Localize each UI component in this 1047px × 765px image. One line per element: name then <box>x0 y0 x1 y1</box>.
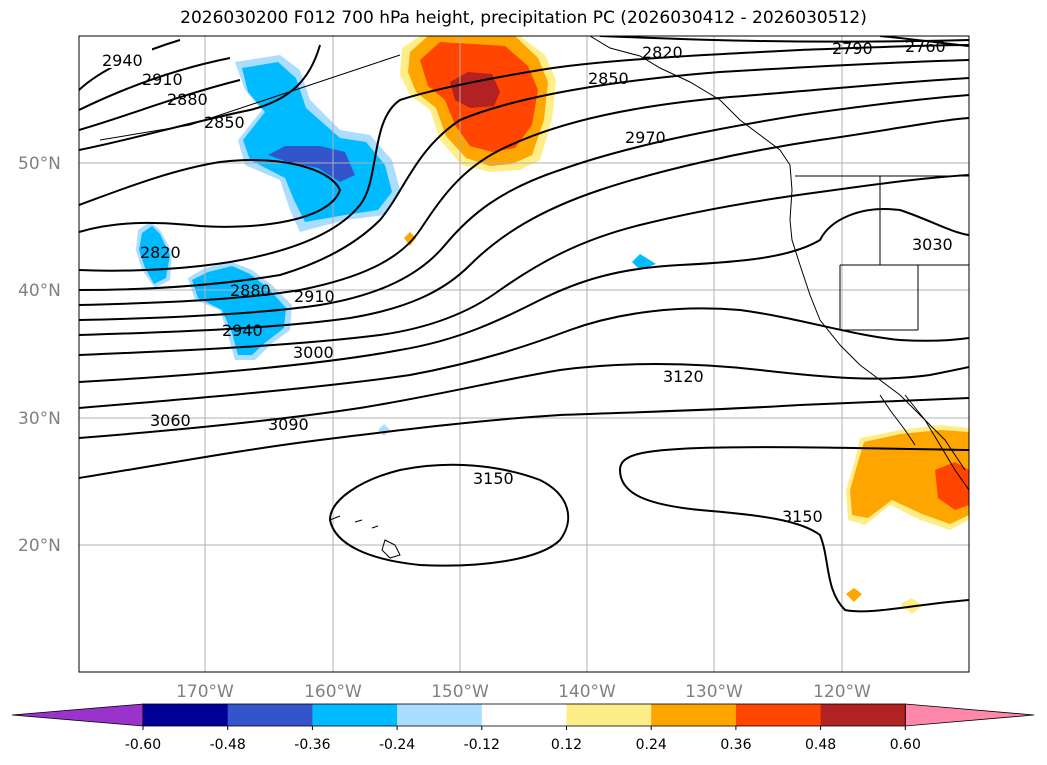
pos-area-southeast-strong <box>935 462 969 510</box>
contour-label-3090: 3090 <box>268 415 309 434</box>
hawaii <box>329 515 401 559</box>
lon-label-120w: 120°W <box>813 682 871 702</box>
contour-2910-north <box>79 57 231 111</box>
mexico-coast <box>904 394 969 491</box>
colorbar-frame <box>142 703 906 727</box>
contour-label-2880-north: 2880 <box>167 90 208 109</box>
contour-3090 <box>79 363 969 439</box>
colorbar-bin <box>566 704 652 726</box>
contour-label-2910-north: 2910 <box>142 70 183 89</box>
contour-2910-mid <box>79 77 969 306</box>
colorbar-extend-max <box>904 703 1035 727</box>
contour-label-3150-east: 3150 <box>782 507 823 526</box>
contour-label-2850-north: 2850 <box>204 113 245 132</box>
colorbar-tick-label: -0.24 <box>379 737 415 753</box>
contour-label-2880-south: 2880 <box>230 281 271 300</box>
lon-label-130w: 130°W <box>685 682 743 702</box>
contour-3150-east <box>619 446 969 613</box>
pos-area-north-core <box>450 72 500 108</box>
lon-label-170w: 170°W <box>176 682 234 702</box>
contour-label-2940-south: 2940 <box>222 321 263 340</box>
contour-label-group: 2940 2910 2880 2850 2820 2880 2940 2910 … <box>100 37 953 526</box>
contour-label-3030: 3030 <box>912 235 953 254</box>
map-frame <box>78 35 970 673</box>
colorbar-tick-label: 0.24 <box>636 737 667 753</box>
neg-area-southwest-mid <box>192 266 286 355</box>
lat-label-40n: 40°N <box>18 281 61 301</box>
aleutian-islands <box>99 54 401 141</box>
colorbar-tick-label: 0.36 <box>720 737 751 753</box>
contour-label-2970: 2970 <box>625 128 666 147</box>
contour-2850-mid <box>79 44 969 272</box>
map-title: 2026030200 F012 700 hPa height, precipit… <box>180 8 867 28</box>
contour-2970 <box>79 117 969 336</box>
contour-label-3060: 3060 <box>150 411 191 430</box>
contour-2850-north <box>79 44 321 151</box>
contour-3060 <box>79 307 969 409</box>
contour-3150-west <box>328 463 570 567</box>
contour-2760 <box>879 36 969 47</box>
colorbar-tick-label: -0.48 <box>210 737 246 753</box>
contour-label-2790: 2790 <box>832 39 873 58</box>
colorbar-bin <box>227 704 313 726</box>
lat-label-30n: 30°N <box>18 409 61 429</box>
contour-2880-mid <box>79 59 969 291</box>
latitude-labels: 50°N 40°N 30°N 20°N <box>18 154 61 556</box>
lon-label-150w: 150°W <box>431 682 489 702</box>
colorbar-tick-label: 0.60 <box>890 737 921 753</box>
contour-label-3150-west: 3150 <box>473 469 514 488</box>
colorbar-bin <box>820 704 906 726</box>
colorbar-bin <box>651 704 737 726</box>
contour-label-3000: 3000 <box>293 343 334 362</box>
colorbar-bin <box>312 704 398 726</box>
neg-area-north-mid <box>242 62 392 222</box>
contour-label-2910-south: 2910 <box>294 287 335 306</box>
lat-label-50n: 50°N <box>18 154 61 174</box>
contour-2880-north <box>79 79 241 131</box>
baja-coast <box>879 394 916 446</box>
contour-label-3120: 3120 <box>663 367 704 386</box>
colorbar-bin <box>143 704 229 726</box>
colorbar-bin <box>735 704 822 726</box>
pos-area-southeast-mid <box>850 430 969 524</box>
lon-label-160w: 160°W <box>304 682 362 702</box>
pos-spot-2 <box>846 588 862 602</box>
contour-label-2820: 2820 <box>140 243 181 262</box>
contour-label-2850-mid: 2850 <box>588 69 629 88</box>
colorbar-tick-label: -0.60 <box>125 737 161 753</box>
pos-spot-1 <box>404 232 416 246</box>
contour-3120 <box>79 397 969 479</box>
height-contours <box>79 36 969 613</box>
colorbar-extend-min <box>11 703 144 727</box>
colorbar-tick-label: 0.48 <box>805 737 836 753</box>
contour-label-2940-north: 2940 <box>102 51 143 70</box>
colorbar-tick-label: -0.12 <box>464 737 500 753</box>
contour-2820-trough <box>79 159 342 233</box>
contour-3030 <box>79 208 969 383</box>
contour-label-2760: 2760 <box>905 37 946 56</box>
contour-2790 <box>599 36 969 43</box>
coastlines <box>99 36 969 559</box>
neg-spot-2 <box>378 424 390 436</box>
colorbar-tick-label: -0.36 <box>294 737 330 753</box>
lon-label-140w: 140°W <box>558 682 616 702</box>
colorbar-bin <box>481 704 567 726</box>
contour-3000 <box>79 174 969 356</box>
contour-label-2820-mid: 2820 <box>642 43 683 62</box>
longitude-labels: 170°W 160°W 150°W 140°W 130°W 120°W <box>176 682 871 702</box>
lat-label-20n: 20°N <box>18 536 61 556</box>
north-america-coast <box>589 36 966 471</box>
neg-spot-1 <box>632 254 656 270</box>
colorbar: -0.60 -0.48 -0.36 -0.24 -0.12 0.12 0.24 0.36 0.4… <box>11 703 1035 753</box>
colorbar-tick-label: 0.12 <box>551 737 582 753</box>
contour-2940-mid <box>79 94 969 321</box>
colorbar-bin <box>397 704 483 726</box>
state-borders <box>839 176 969 331</box>
precipitation-fill <box>136 36 969 614</box>
